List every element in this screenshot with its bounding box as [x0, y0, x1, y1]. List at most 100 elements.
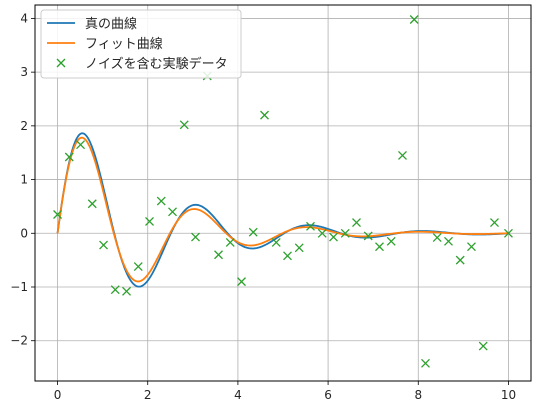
data-point [168, 207, 177, 217]
data-point-stroke [191, 232, 200, 242]
data-point [363, 231, 373, 241]
data-point [317, 228, 327, 238]
data-point-stroke [352, 218, 361, 228]
data-point [156, 196, 166, 206]
data-point-stroke [478, 341, 488, 351]
data-point [386, 236, 396, 246]
y-tick-label: −1 [10, 280, 28, 294]
legend-box [40, 9, 242, 79]
data-point-stroke [156, 196, 166, 206]
data-point-stroke [260, 110, 269, 120]
data-point [64, 152, 74, 162]
data-point [145, 217, 154, 226]
data-point-stroke [421, 358, 430, 368]
data-point-stroke [294, 243, 304, 253]
legend-label-1: フィット曲線 [85, 36, 163, 52]
data-point [122, 286, 131, 296]
data-point-stroke [398, 150, 407, 160]
data-point [398, 150, 407, 160]
data-point [110, 285, 120, 295]
data-point-stroke [432, 233, 442, 243]
data-point [329, 232, 338, 242]
data-point [444, 236, 453, 246]
series-layer [53, 15, 513, 368]
data-point [133, 262, 143, 272]
data-point-stroke [237, 277, 246, 287]
data-point-stroke [248, 227, 258, 237]
x-tick-label: 8 [414, 388, 422, 402]
data-point-stroke [87, 199, 97, 209]
x-tick-label: 10 [501, 388, 516, 402]
data-point-stroke [386, 236, 396, 246]
data-point-stroke [306, 221, 315, 231]
y-tick-label: 1 [20, 173, 28, 187]
data-point [455, 255, 465, 265]
data-point [306, 221, 315, 231]
data-point-stroke [340, 228, 350, 238]
data-point [260, 110, 269, 120]
data-point [87, 199, 97, 209]
series-line-1 [56, 136, 509, 283]
data-point-stroke [271, 237, 281, 247]
data-point [467, 242, 476, 252]
data-point [214, 250, 223, 260]
data-point [271, 237, 281, 247]
data-point-stroke [179, 120, 189, 130]
data-point-stroke [444, 236, 453, 246]
data-point-stroke [363, 231, 373, 241]
data-point [283, 251, 292, 261]
legend-swatch-2 [56, 58, 66, 68]
data-point-stroke [375, 242, 384, 252]
y-tick-label: −2 [10, 334, 28, 348]
data-point-stroke [409, 15, 419, 24]
legend-label-2: ノイズを含む実験データ [85, 56, 228, 72]
data-point [409, 15, 419, 24]
data-point [76, 140, 86, 150]
data-point [248, 227, 258, 237]
data-point [421, 358, 430, 368]
data-point [53, 210, 63, 219]
data-point-stroke [133, 262, 143, 272]
data-point-stroke [467, 242, 476, 252]
data-point [375, 242, 384, 252]
x-tick-label: 0 [54, 388, 62, 402]
x-tick-label: 6 [324, 388, 332, 402]
data-point-stroke [53, 210, 63, 219]
data-point-stroke [329, 232, 338, 242]
data-point [352, 218, 361, 228]
data-point-stroke [110, 285, 120, 295]
y-tick-label: 0 [20, 226, 28, 240]
data-point-stroke [122, 286, 131, 296]
data-point [432, 233, 442, 243]
data-point [503, 228, 513, 238]
data-point-stroke [214, 250, 223, 260]
data-point-stroke [64, 152, 74, 162]
data-point-stroke [317, 228, 327, 238]
data-point-stroke [490, 218, 499, 228]
y-tick-label: 3 [20, 65, 28, 79]
data-point-stroke [76, 140, 86, 150]
data-point [237, 277, 246, 287]
data-point-stroke [455, 255, 465, 265]
y-tick-label: 4 [20, 11, 28, 25]
data-point-stroke [283, 251, 292, 261]
data-point-stroke [145, 217, 154, 226]
data-point [179, 120, 189, 130]
data-point-stroke [99, 240, 108, 250]
data-point-stroke [503, 228, 513, 238]
legend-label-0: 真の曲線 [85, 16, 137, 32]
data-point [225, 237, 235, 247]
plot-frame [34, 4, 532, 382]
y-tick-label: 2 [20, 119, 28, 133]
x-tick-label: 4 [234, 388, 242, 402]
data-point [490, 218, 499, 228]
data-point [294, 243, 304, 253]
data-point [478, 341, 488, 351]
data-point-stroke [225, 237, 235, 247]
data-point [191, 232, 200, 242]
axis-ticks: 0 2 4 6 8 10 −2 −1 0 1 2 3 4 [10, 11, 516, 402]
x-tick-label: 2 [144, 388, 152, 402]
data-point-stroke [168, 207, 177, 217]
